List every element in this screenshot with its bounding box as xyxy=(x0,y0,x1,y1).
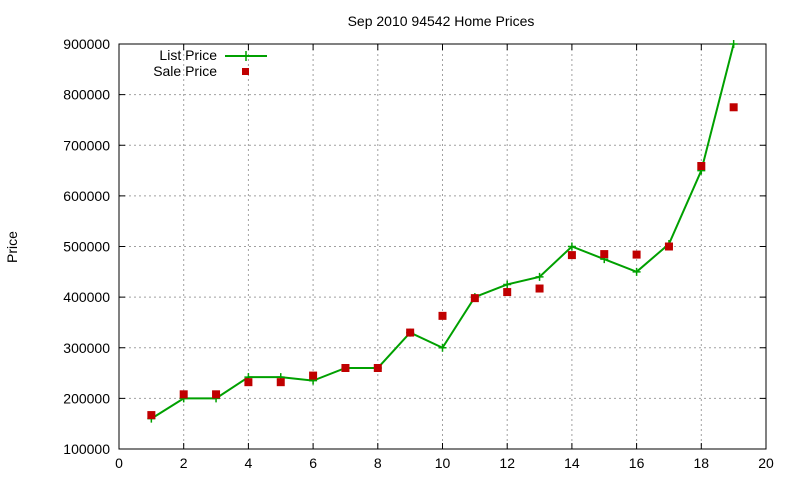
x-tick-label: 2 xyxy=(180,455,188,471)
legend-label-list-price: List Price xyxy=(159,47,217,63)
sale-price-point xyxy=(373,364,382,372)
list-price-point xyxy=(503,280,512,289)
x-tick-label: 0 xyxy=(115,455,123,471)
list-price-point xyxy=(567,242,576,251)
y-tick-label: 100000 xyxy=(63,441,110,457)
sale-price-point xyxy=(244,378,253,387)
sale-price-point xyxy=(147,411,156,420)
x-tick-label: 20 xyxy=(758,455,774,471)
sale-price-point xyxy=(632,250,641,259)
sale-price-point xyxy=(600,250,609,259)
x-tick-label: 14 xyxy=(564,455,580,471)
sale-price-point xyxy=(309,371,318,380)
y-tick-label: 800000 xyxy=(63,87,110,103)
sale-price-point xyxy=(697,162,706,171)
axis-ticks: 0 2 4 6 8 10 12 14 16 18 20 100000 200000 300000 40000… xyxy=(63,36,774,471)
sale-price-point xyxy=(341,364,350,372)
x-tick-label: 8 xyxy=(374,455,382,471)
legend: List Price Sale Price xyxy=(153,47,267,79)
sale-price-point xyxy=(664,242,673,251)
y-tick-label: 300000 xyxy=(63,340,110,356)
x-tick-label: 10 xyxy=(435,455,451,471)
data-series xyxy=(147,40,738,423)
list-price-point xyxy=(438,343,447,352)
x-tick-label: 4 xyxy=(245,455,253,471)
sale-price-point xyxy=(276,378,285,387)
list-price-point xyxy=(729,40,738,48)
list-price-point xyxy=(632,267,641,276)
y-tick-label: 500000 xyxy=(63,239,110,255)
y-tick-label: 200000 xyxy=(63,390,110,406)
sale-price-point xyxy=(406,328,415,337)
sale-price-point xyxy=(535,284,544,293)
sale-price-point xyxy=(212,390,221,399)
x-tick-label: 16 xyxy=(629,455,645,471)
plot-frame xyxy=(118,43,767,450)
y-axis-label: Price xyxy=(4,231,20,263)
y-tick-label: 600000 xyxy=(63,188,110,204)
sale-price-point xyxy=(729,103,738,112)
sale-price-point xyxy=(438,311,447,320)
y-tick-label: 400000 xyxy=(63,289,110,305)
list-price-point xyxy=(535,272,544,281)
sale-price-point xyxy=(567,251,576,260)
x-tick-label: 12 xyxy=(499,455,515,471)
sale-price-point xyxy=(470,294,479,303)
y-tick-label: 700000 xyxy=(63,137,110,153)
sale-price-point xyxy=(179,390,188,399)
chart-title: Sep 2010 94542 Home Prices xyxy=(348,13,535,29)
x-tick-label: 6 xyxy=(309,455,317,471)
legend-marker-sale-price xyxy=(242,68,249,75)
sale-price-point xyxy=(503,288,512,297)
legend-label-sale-price: Sale Price xyxy=(153,63,217,79)
y-tick-label: 900000 xyxy=(63,36,110,52)
legend-marker-list-price xyxy=(241,51,251,61)
x-tick-label: 18 xyxy=(694,455,710,471)
